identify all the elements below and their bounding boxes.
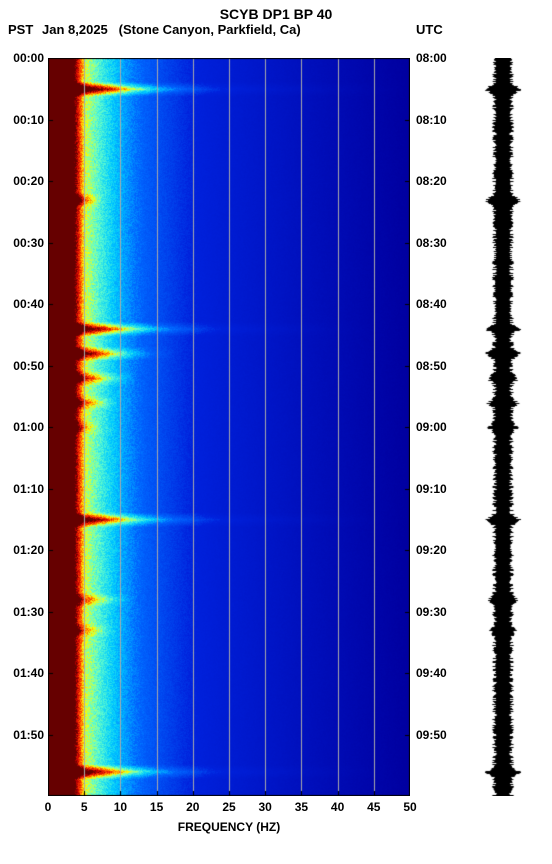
y-tick-right: 09:50 (416, 728, 447, 742)
y-tick-right: 08:20 (416, 174, 447, 188)
y-tick-right: 09:10 (416, 482, 447, 496)
y-tick-left: 00:50 (0, 359, 44, 373)
x-tick: 5 (72, 800, 96, 814)
y-tick-left: 01:40 (0, 666, 44, 680)
y-tick-right: 08:00 (416, 51, 447, 65)
y-tick-left: 00:10 (0, 113, 44, 127)
tz-left-label: PST (8, 22, 33, 37)
y-tick-left: 01:20 (0, 543, 44, 557)
spectrogram-page: { "header": { "title": "SCYB DP1 BP 40",… (0, 0, 552, 864)
x-tick: 25 (217, 800, 241, 814)
waveform-canvas (484, 58, 522, 796)
y-tick-left: 00:20 (0, 174, 44, 188)
spectrogram-plot (48, 58, 410, 796)
y-tick-right: 08:50 (416, 359, 447, 373)
x-tick: 15 (145, 800, 169, 814)
y-tick-right: 09:00 (416, 420, 447, 434)
y-tick-right: 09:30 (416, 605, 447, 619)
x-tick: 0 (36, 800, 60, 814)
date-location: Jan 8,2025 (Stone Canyon, Parkfield, Ca) (42, 22, 301, 37)
location-text: (Stone Canyon, Parkfield, Ca) (119, 22, 301, 37)
y-tick-left: 01:30 (0, 605, 44, 619)
waveform-plot (484, 58, 522, 796)
x-tick: 45 (362, 800, 386, 814)
x-tick: 20 (181, 800, 205, 814)
station-title: SCYB DP1 BP 40 (0, 6, 552, 22)
x-axis-label: FREQUENCY (HZ) (48, 820, 410, 834)
y-tick-left: 01:10 (0, 482, 44, 496)
y-tick-left: 01:00 (0, 420, 44, 434)
y-tick-right: 09:40 (416, 666, 447, 680)
y-tick-right: 09:20 (416, 543, 447, 557)
x-tick: 35 (289, 800, 313, 814)
y-tick-right: 08:40 (416, 297, 447, 311)
y-tick-left: 00:30 (0, 236, 44, 250)
x-tick: 40 (326, 800, 350, 814)
y-tick-left: 00:00 (0, 51, 44, 65)
spectrogram-canvas (48, 58, 410, 796)
y-tick-right: 08:10 (416, 113, 447, 127)
x-tick: 30 (253, 800, 277, 814)
y-tick-left: 00:40 (0, 297, 44, 311)
tz-right-label: UTC (416, 22, 443, 37)
y-tick-left: 01:50 (0, 728, 44, 742)
date-text: Jan 8,2025 (42, 22, 108, 37)
x-tick: 50 (398, 800, 422, 814)
y-tick-right: 08:30 (416, 236, 447, 250)
x-tick: 10 (108, 800, 132, 814)
